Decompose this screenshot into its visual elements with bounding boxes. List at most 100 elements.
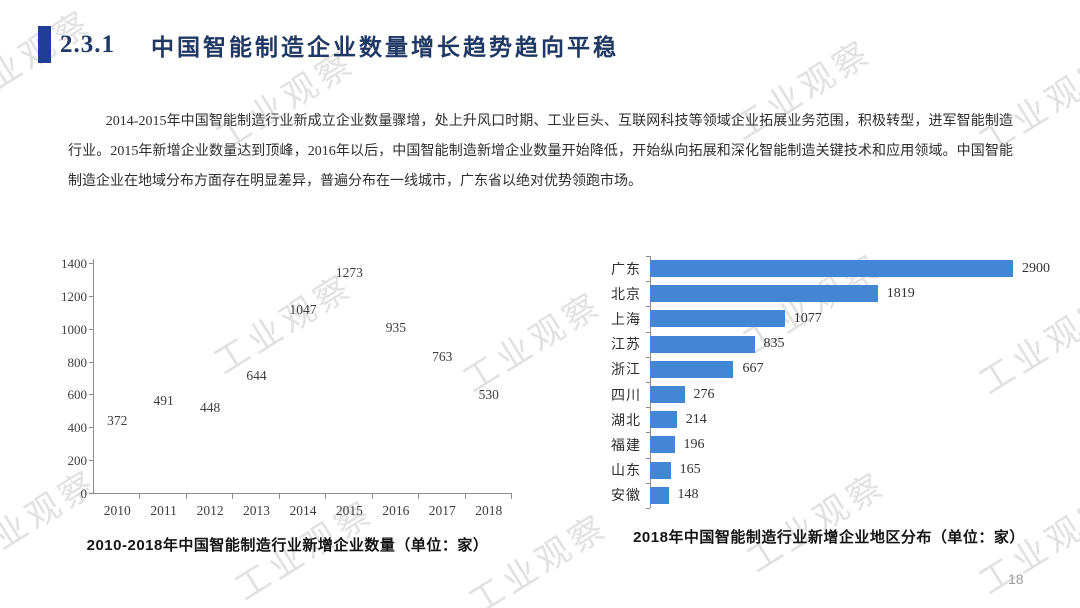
bar-slot-2011: 491 2011 [140, 263, 187, 518]
yearly-new-companies-chart: 0 200 400 600 800 1000 1200 1400 372 2010 491 2011 4… [55, 248, 520, 555]
bar-value-label: 165 [679, 462, 701, 478]
region-label: 江苏 [611, 338, 641, 354]
region-label: 福建 [611, 438, 641, 454]
bar-value-label: 214 [685, 411, 707, 427]
section-number: 2.3.1 [60, 30, 115, 58]
y-tick-label: 200 [67, 453, 88, 469]
region-label: 山东 [611, 464, 641, 480]
bar-value-label: 935 [385, 320, 406, 336]
page-number: 18 [1008, 571, 1024, 587]
y-tick-mark [89, 295, 93, 297]
category-tick-mark [646, 432, 650, 434]
x-tick-mark [278, 494, 280, 499]
x-tick-mark [185, 494, 187, 499]
bar-value-label: 1819 [886, 285, 915, 301]
bar-slot-2014: 1047 2014 [280, 263, 327, 518]
y-tick-label: 800 [67, 354, 88, 370]
bar-湖北 [650, 411, 677, 429]
rows-area: 广东 2900 北京 1819 上海 1077 江苏 835 浙江 667 四川 276 湖北 214 福建… [598, 256, 1060, 508]
bar-四川 [650, 386, 685, 404]
x-tick-label: 2011 [150, 503, 177, 518]
regional-bar-chart-plot: 广东 2900 北京 1819 上海 1077 江苏 835 浙江 667 四川 276 湖北 214 福建… [598, 250, 1060, 512]
region-label: 广东 [611, 262, 641, 278]
bar-value-label: 1077 [793, 310, 822, 326]
category-axis-line [650, 256, 651, 508]
category-tick-mark [646, 407, 650, 409]
x-tick-mark [232, 494, 234, 499]
bar-value-label: 2900 [1022, 260, 1050, 276]
category-tick-mark [646, 256, 650, 257]
bar-value-label: 1273 [335, 264, 363, 280]
category-tick-mark [646, 457, 650, 459]
category-tick-mark [646, 331, 650, 333]
bar-value-label: 835 [763, 336, 785, 352]
y-tick-label: 1400 [61, 256, 87, 271]
y-tick-mark [89, 263, 93, 264]
y-axis-line [93, 259, 94, 494]
bars-area: 372 2010 491 2011 448 2012 644 2013 1047 2014 1273… [94, 263, 512, 518]
x-tick-label: 2018 [475, 503, 503, 518]
region-row-北京: 北京 1819 [598, 281, 1060, 306]
x-tick-label: 2010 [103, 503, 131, 518]
x-tick-mark [371, 494, 373, 499]
bar-value-label: 763 [432, 348, 453, 364]
y-tick-label: 400 [67, 420, 88, 436]
region-row-安徽: 安徽 148 [598, 483, 1060, 508]
region-label: 上海 [611, 312, 641, 328]
y-tick-label: 1000 [61, 321, 87, 337]
y-tick-mark [89, 427, 93, 429]
bar-value-label: 196 [683, 436, 705, 452]
category-tick-mark [646, 356, 650, 358]
bar-value-label: 644 [246, 368, 267, 384]
y-tick-mark [89, 460, 93, 462]
x-tick-label: 2012 [196, 503, 224, 518]
regional-distribution-chart: 广东 2900 北京 1819 上海 1077 江苏 835 浙江 667 四川 276 湖北 214 福建… [598, 250, 1060, 547]
category-tick-mark [646, 281, 650, 283]
y-tick-label: 600 [67, 387, 88, 403]
region-label: 浙江 [611, 363, 641, 379]
bar-value-label: 372 [107, 412, 128, 428]
bar-广东 [650, 260, 1013, 278]
bar-value-label: 148 [677, 487, 699, 503]
bar-slot-2016: 935 2016 [373, 263, 420, 518]
region-row-湖北: 湖北 214 [598, 407, 1060, 432]
left-chart-caption: 2010-2018年中国智能制造行业新增企业数量（单位：家） [86, 537, 489, 554]
bar-value-label: 667 [742, 361, 764, 377]
bar-slot-2018: 530 2018 [466, 263, 512, 518]
bar-slot-2015: 1273 2015 [326, 263, 373, 518]
y-tick-mark [89, 394, 93, 396]
x-tick-mark [418, 494, 420, 499]
region-row-上海: 上海 1077 [598, 306, 1060, 331]
bar-value-label: 1047 [289, 302, 317, 317]
x-tick-mark [510, 494, 512, 499]
category-tick-mark [646, 508, 650, 509]
bar-slot-2012: 448 2012 [187, 263, 234, 518]
bar-江苏 [650, 335, 755, 353]
bar-slot-2017: 763 2017 [419, 263, 466, 518]
region-row-四川: 四川 276 [598, 382, 1060, 407]
region-row-广东: 广东 2900 [598, 256, 1060, 281]
category-tick-mark [646, 382, 650, 383]
right-chart-caption: 2018年中国智能制造行业新增企业地区分布（单位：家） [633, 529, 1025, 546]
bar-安徽 [650, 486, 669, 504]
y-tick-mark [89, 328, 93, 330]
region-label: 安徽 [611, 489, 641, 505]
body-paragraph: 2014-2015年中国智能制造行业新成立企业数量骤增，处上升风口时期、工业巨头… [68, 114, 1013, 189]
x-tick-label: 2013 [243, 503, 271, 518]
slide-header: 2.3.1 中国智能制造企业数量增长趋势趋向平稳 [0, 0, 1080, 63]
x-tick-mark [464, 494, 466, 499]
bar-山东 [650, 461, 671, 479]
bar-value-label: 530 [478, 386, 499, 402]
bar-value-label: 491 [153, 393, 174, 409]
region-label: 北京 [611, 287, 641, 303]
x-axis-line [93, 493, 512, 494]
y-tick-mark [89, 493, 93, 494]
yearly-bar-chart-plot: 0 200 400 600 800 1000 1200 1400 372 2010 491 2011 4… [55, 248, 520, 520]
category-tick-mark [646, 306, 650, 308]
x-tick-label: 2017 [428, 503, 456, 518]
bar-上海 [650, 310, 785, 328]
bar-value-label: 276 [693, 386, 715, 402]
y-tick-mark [89, 361, 93, 363]
y-tick-label: 1200 [61, 288, 87, 304]
